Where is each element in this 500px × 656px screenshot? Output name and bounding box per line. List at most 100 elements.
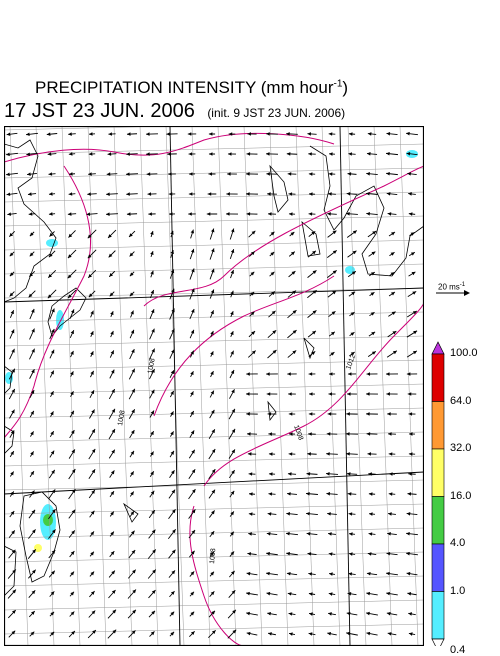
wind-arrow <box>309 192 315 196</box>
meridian <box>296 126 314 646</box>
wind-arrow <box>309 412 315 416</box>
wind-arrow <box>349 292 355 297</box>
wind-arrow <box>9 410 14 419</box>
wind-arrow <box>209 429 215 439</box>
wind-arrow <box>10 292 15 297</box>
wind-arrow <box>150 451 153 456</box>
wind-arrow <box>70 430 75 438</box>
wind-arrow <box>307 132 316 136</box>
wind-arrow <box>149 631 154 636</box>
wind-arrow <box>30 411 34 417</box>
wind-arrow <box>327 432 337 436</box>
wind-arrow <box>267 532 277 536</box>
parallel <box>4 384 424 394</box>
wind-arrow <box>69 631 75 637</box>
wind-arrow <box>30 471 34 477</box>
coast-kyushu <box>302 222 320 256</box>
wind-arrow <box>387 412 397 416</box>
wind-arrow <box>128 610 136 618</box>
wind-arrow <box>346 632 358 636</box>
wind-arrow <box>409 632 415 636</box>
wind-arrow <box>366 612 378 616</box>
wind-arrow <box>210 269 214 280</box>
wind-arrow <box>89 591 94 597</box>
wind-arrow <box>129 409 134 418</box>
wind-arrow <box>129 630 136 637</box>
wind-arrow <box>268 432 275 436</box>
wind-arrow <box>270 252 274 256</box>
wind-arrow <box>127 212 137 216</box>
wind-arrow <box>130 311 133 318</box>
meridian <box>62 126 80 646</box>
wind-arrow <box>109 271 115 277</box>
wind-arrow <box>210 310 213 317</box>
wind-arrow <box>386 592 398 596</box>
wind-arrow <box>148 212 155 216</box>
wind-arrow <box>369 512 375 516</box>
wind-arrow <box>110 532 114 537</box>
wind-arrow <box>190 330 194 338</box>
wind-arrow <box>386 152 398 156</box>
wind-arrow <box>369 332 375 336</box>
wind-arrow <box>7 212 16 216</box>
wind-arrow <box>346 412 357 416</box>
wind-arrow <box>329 332 335 336</box>
wind-arrow <box>30 451 33 456</box>
wind-arrow <box>229 389 234 398</box>
wind-arrow <box>6 173 18 177</box>
map-title: PRECIPITATION INTENSITY (mm hour-1) <box>35 78 348 98</box>
precip-area-small-1 <box>46 239 58 247</box>
wind-arrow <box>407 572 418 576</box>
wind-arrow <box>70 330 74 338</box>
wind-arrow <box>108 590 115 598</box>
legend-under-triangle <box>432 639 444 646</box>
wind-arrow <box>190 430 194 437</box>
wind-arrow <box>50 411 53 416</box>
wind-arrow <box>389 232 395 236</box>
wind-arrow <box>266 592 277 596</box>
wind-arrow <box>9 550 16 558</box>
wind-arrow <box>70 351 73 357</box>
wind-arrow <box>328 192 336 196</box>
wind-arrow <box>409 432 415 436</box>
wind-arrow <box>170 391 173 397</box>
legend-over-triangle <box>432 342 444 354</box>
wind-arrow <box>127 132 137 136</box>
wind-arrow <box>210 572 214 577</box>
wind-arrow <box>230 270 233 278</box>
wind-arrow <box>388 512 396 516</box>
wind-arrow <box>48 270 55 277</box>
wind-arrow <box>10 349 15 359</box>
wind-arrow <box>229 571 234 577</box>
wind-arrow <box>367 432 378 436</box>
wind-arrow <box>388 212 397 216</box>
wind-arrow <box>286 512 297 516</box>
wind-arrow <box>130 272 134 276</box>
wind-arrow <box>190 249 194 259</box>
init-time: (init. 9 JST 23 JUN. 2006) <box>207 106 345 120</box>
wind-arrow <box>150 411 154 418</box>
wind-arrow <box>169 570 175 577</box>
wind-arrow <box>266 152 278 156</box>
wind-arrow <box>29 590 35 597</box>
wind-arrow <box>8 610 15 618</box>
wind-arrow <box>147 172 158 176</box>
wind-arrow <box>108 630 116 639</box>
wind-arrow <box>210 531 214 537</box>
wind-arrow <box>288 310 297 318</box>
wind-arrow <box>88 172 96 176</box>
wind-arrow <box>368 552 376 556</box>
wind-arrow <box>6 153 18 157</box>
wind-arrow <box>86 212 97 216</box>
wind-arrow <box>348 152 355 156</box>
wind-arrow <box>130 511 134 517</box>
wind-arrow <box>287 152 297 156</box>
wind-arrow <box>306 512 318 516</box>
wind-arrow <box>347 612 358 616</box>
wind-arrow <box>130 471 133 476</box>
legend-level-label: 100.0 <box>450 347 478 359</box>
wind-arrow <box>10 329 14 338</box>
wind-arrow <box>308 152 315 156</box>
wind-arrow <box>109 450 115 459</box>
